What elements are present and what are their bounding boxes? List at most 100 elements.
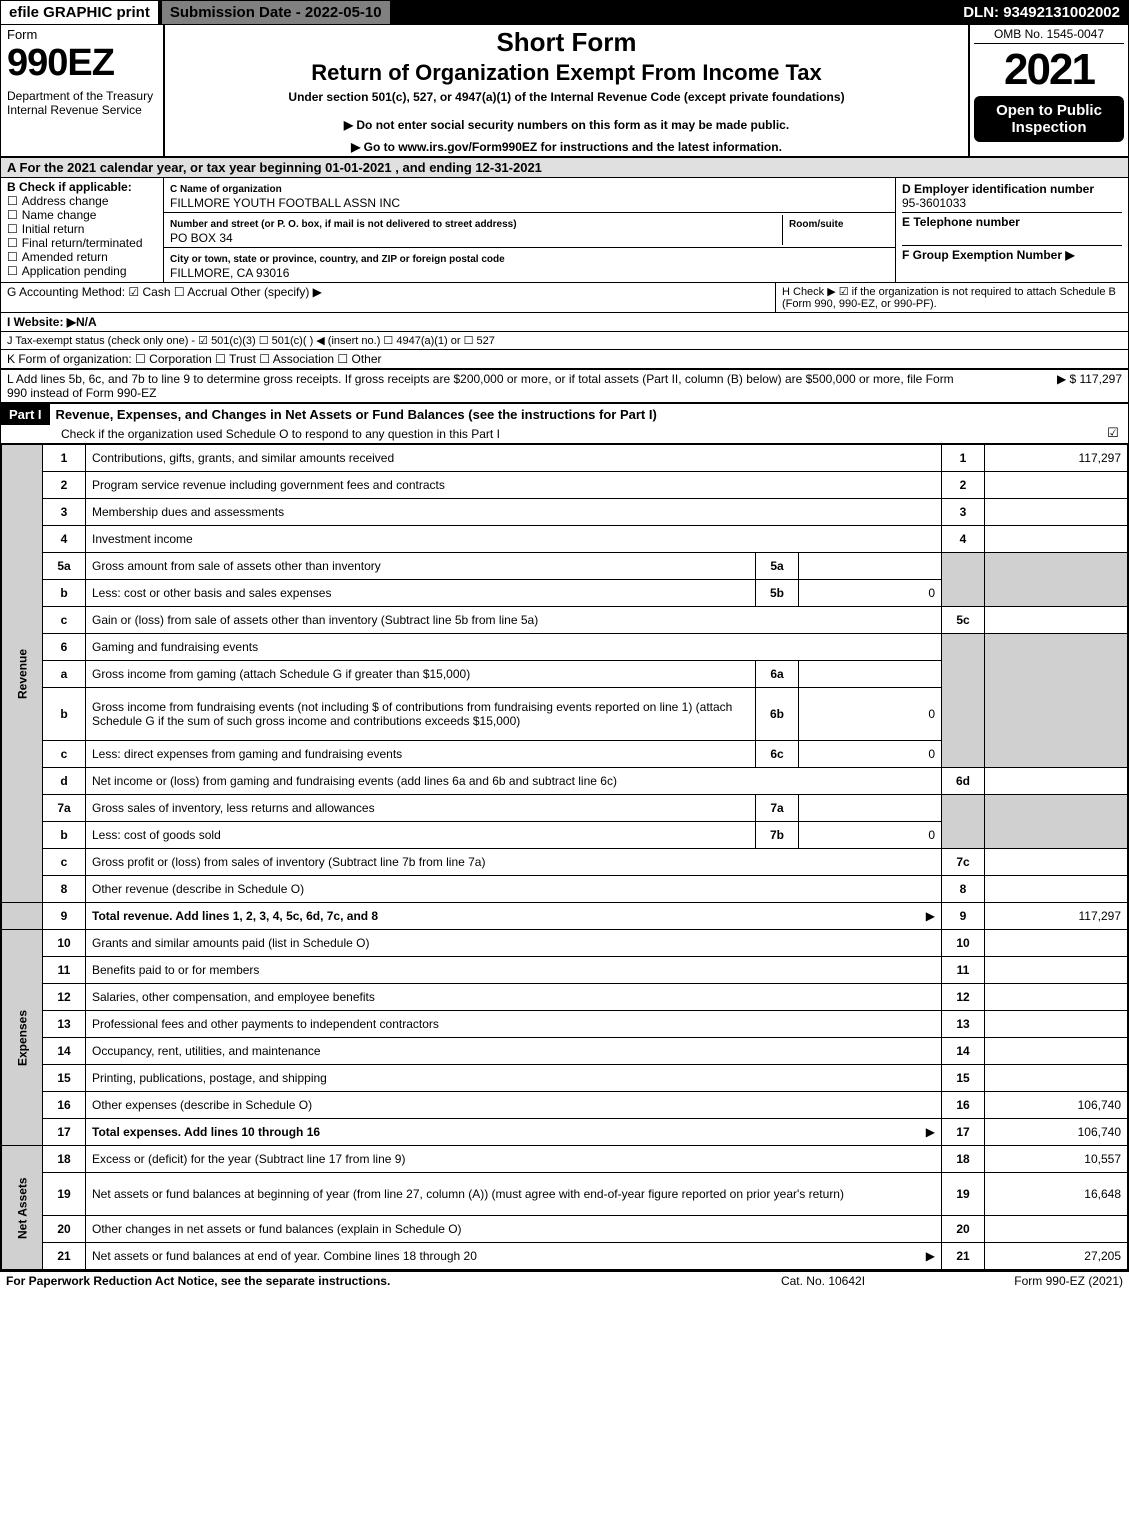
line-8-num: 8 [43,876,86,903]
line-5b-num: b [43,580,86,607]
line-1-num: 1 [43,445,86,472]
line-17-box: 17 [942,1119,985,1146]
line-20-text: Other changes in net assets or fund bala… [86,1216,942,1243]
line-2-box: 2 [942,472,985,499]
line-11-text: Benefits paid to or for members [86,957,942,984]
line-5c-box: 5c [942,607,985,634]
line-5c-text: Gain or (loss) from sale of assets other… [86,607,942,634]
line-18-num: 18 [43,1146,86,1173]
line-13-num: 13 [43,1011,86,1038]
line-14-text: Occupancy, rent, utilities, and maintena… [86,1038,942,1065]
line-10-text: Grants and similar amounts paid (list in… [86,930,942,957]
line-7c-box: 7c [942,849,985,876]
header-center: Short Form Return of Organization Exempt… [165,25,970,156]
line-7b-num: b [43,822,86,849]
group-exemption-label: F Group Exemption Number ▶ [902,248,1075,262]
street-cell: Number and street (or P. O. box, if mail… [164,213,895,248]
line-11-amount [985,957,1128,984]
part-i-subrow: Check if the organization used Schedule … [1,425,1128,444]
cb-name-change[interactable]: Name change [7,208,96,222]
line-6b-num: b [43,688,86,741]
group-exemption-cell: F Group Exemption Number ▶ [902,246,1122,264]
section-h: H Check ▶ ☑ if the organization is not r… [775,283,1128,312]
line-9-text: Total revenue. Add lines 1, 2, 3, 4, 5c,… [86,903,942,930]
line-6d-amount [985,768,1128,795]
part-i-header: Part I Revenue, Expenses, and Changes in… [1,402,1128,425]
line-7c-text: Gross profit or (loss) from sales of inv… [86,849,942,876]
city-label: City or town, state or province, country… [170,254,505,265]
line-5b-text: Less: cost or other basis and sales expe… [86,580,756,607]
footer-right: Form 990-EZ (2021) [923,1274,1123,1288]
line-9-amount: 117,297 [985,903,1128,930]
line-6a-miniamt [799,661,942,688]
line-21-text: Net assets or fund balances at end of ye… [86,1243,942,1270]
section-b-label: B Check if applicable: [7,180,132,194]
room-label: Room/suite [789,219,843,230]
gray-6b [985,634,1128,768]
line-8-amount [985,876,1128,903]
line-7c-amount [985,849,1128,876]
section-b: B Check if applicable: Address change Na… [1,178,164,282]
ein-cell: D Employer identification number 95-3601… [902,180,1122,213]
telephone-cell: E Telephone number [902,213,1122,246]
line-1-amount: 117,297 [985,445,1128,472]
line-12-box: 12 [942,984,985,1011]
section-a: A For the 2021 calendar year, or tax yea… [1,158,1128,178]
line-6d-num: d [43,768,86,795]
section-l-amount: ▶ $ 117,297 [976,370,1128,402]
line-3-box: 3 [942,499,985,526]
line-1-text: Contributions, gifts, grants, and simila… [86,445,942,472]
line-18-box: 18 [942,1146,985,1173]
line-15-box: 15 [942,1065,985,1092]
line-12-text: Salaries, other compensation, and employ… [86,984,942,1011]
line-5c-num: c [43,607,86,634]
line-13-text: Professional fees and other payments to … [86,1011,942,1038]
line-18-amount: 10,557 [985,1146,1128,1173]
section-l-text: L Add lines 5b, 6c, and 7b to line 9 to … [1,370,976,402]
line-15-amount [985,1065,1128,1092]
dept-treasury: Department of the Treasury Internal Reve… [7,89,157,117]
topbar: efile GRAPHIC print Submission Date - 20… [0,0,1129,25]
short-form-title: Short Form [171,27,962,58]
line-19-text: Net assets or fund balances at beginning… [86,1173,942,1216]
footer-mid: Cat. No. 10642I [723,1274,923,1288]
street-value: PO BOX 34 [170,231,233,245]
line-5b-mini: 5b [756,580,799,607]
website-label: I Website: ▶N/A [7,315,97,329]
part-i-check[interactable]: ☑ [1098,425,1128,443]
line-5b-miniamt: 0 [799,580,942,607]
line-6c-num: c [43,741,86,768]
line-7a-mini: 7a [756,795,799,822]
part-i-sub: Check if the organization used Schedule … [1,425,1098,443]
street-label: Number and street (or P. O. box, if mail… [170,219,517,230]
cb-application-pending[interactable]: Application pending [7,264,127,278]
line-21-amount: 27,205 [985,1243,1128,1270]
revenue-side-label: Revenue [2,445,43,903]
line-6d-text: Net income or (loss) from gaming and fun… [86,768,942,795]
line-1-box: 1 [942,445,985,472]
org-name-label: C Name of organization [170,184,282,195]
line-19-box: 19 [942,1173,985,1216]
line-20-num: 20 [43,1216,86,1243]
line-7b-miniamt: 0 [799,822,942,849]
return-of-title: Return of Organization Exempt From Incom… [171,60,962,86]
footer-left: For Paperwork Reduction Act Notice, see … [6,1274,723,1288]
city-value: FILLMORE, CA 93016 [170,266,289,280]
goto-link[interactable]: ▶ Go to www.irs.gov/Form990EZ for instru… [171,140,962,154]
line-7c-num: c [43,849,86,876]
page-footer: For Paperwork Reduction Act Notice, see … [0,1271,1129,1290]
line-3-text: Membership dues and assessments [86,499,942,526]
cb-address-change[interactable]: Address change [7,194,109,208]
cb-initial-return[interactable]: Initial return [7,222,84,236]
part-i-table: Revenue 1 Contributions, gifts, grants, … [1,444,1128,1270]
cb-final-return[interactable]: Final return/terminated [7,236,143,250]
line-12-num: 12 [43,984,86,1011]
gray-5 [942,553,985,607]
line-7b-text: Less: cost of goods sold [86,822,756,849]
rev-bottom-spacer [2,903,43,930]
section-def: D Employer identification number 95-3601… [896,178,1128,282]
line-14-amount [985,1038,1128,1065]
line-5a-num: 5a [43,553,86,580]
cb-amended-return[interactable]: Amended return [7,250,108,264]
line-6a-num: a [43,661,86,688]
